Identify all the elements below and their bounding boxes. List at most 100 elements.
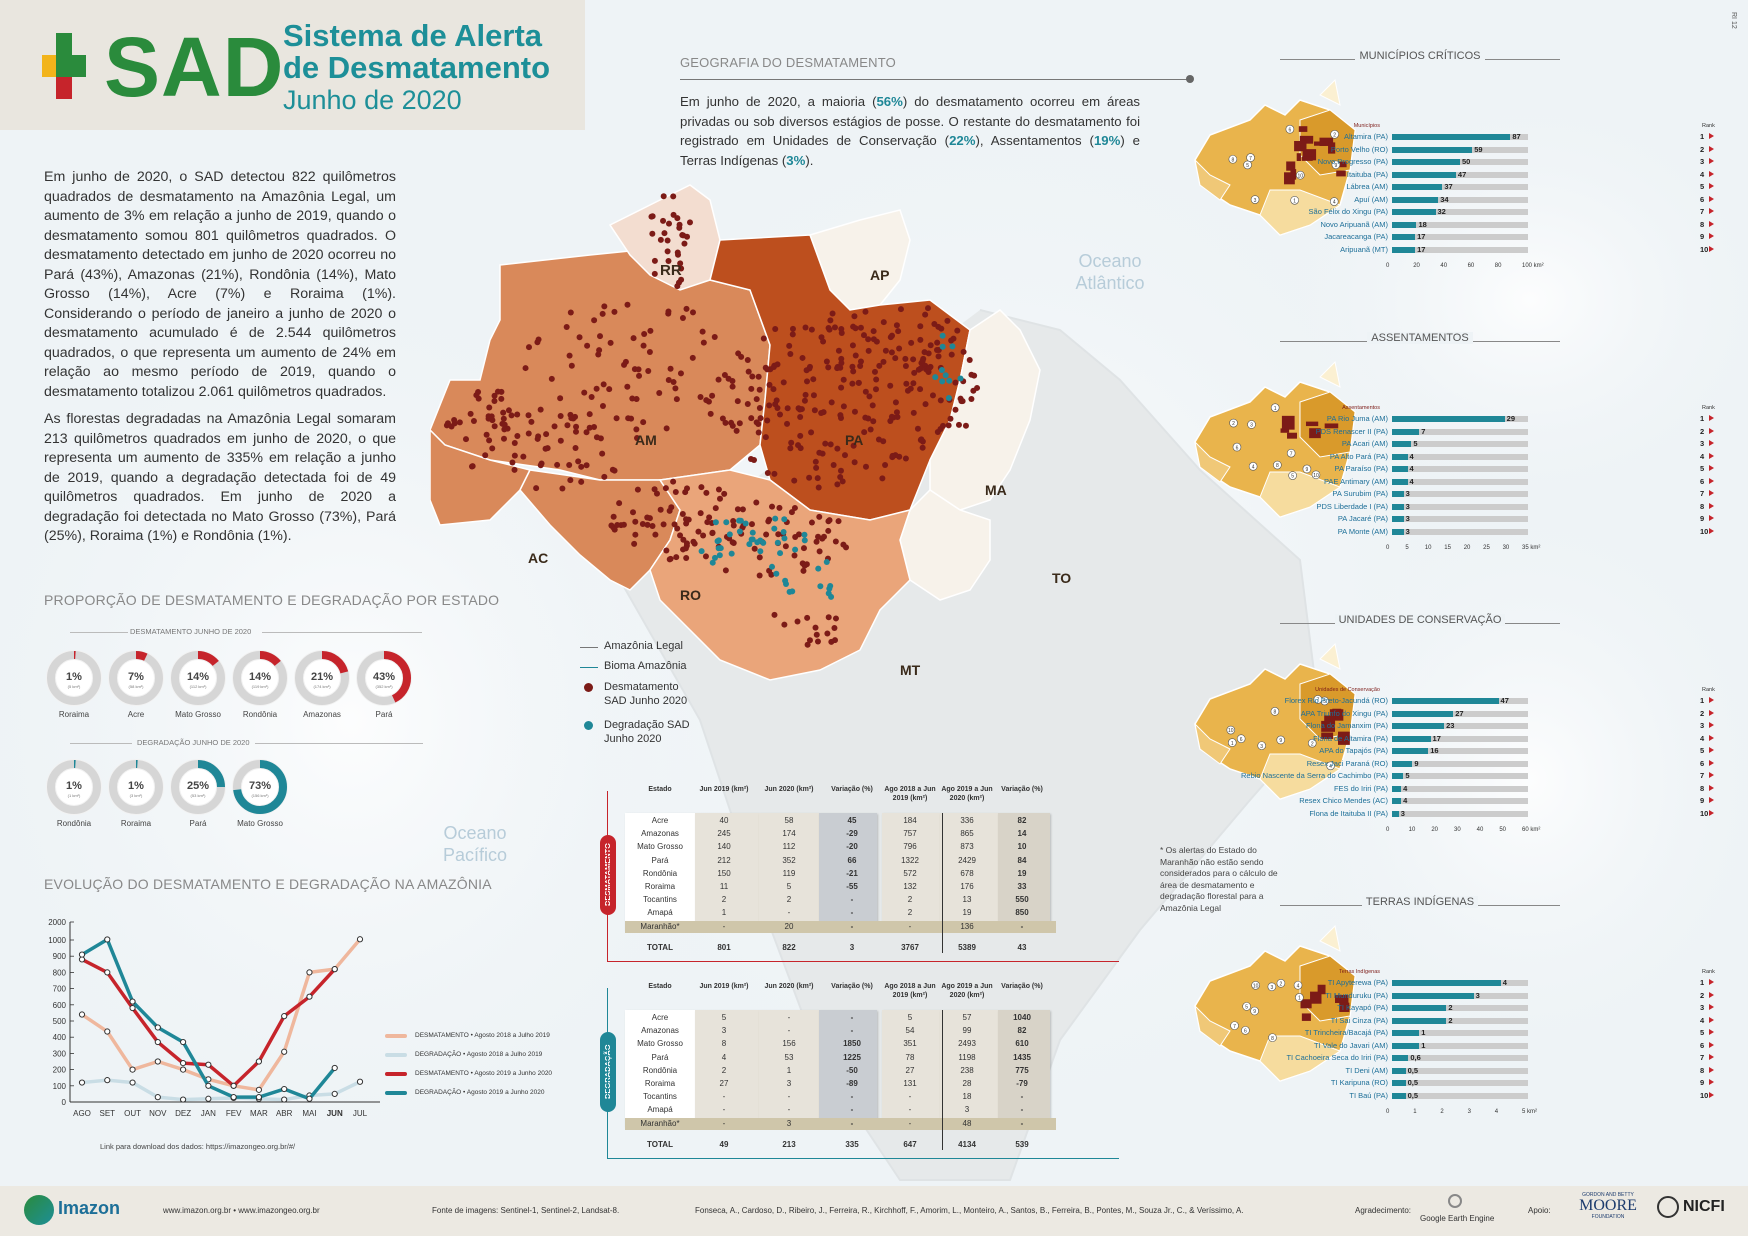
critical-area bbox=[1328, 142, 1336, 154]
deforestation-dot bbox=[651, 486, 658, 493]
deforestation-dot bbox=[730, 540, 737, 547]
deforestation-dot bbox=[678, 265, 685, 272]
ranking-axis-tick: 35 km² bbox=[1522, 545, 1541, 551]
deforestation-dot bbox=[871, 368, 878, 375]
footer-sites[interactable]: www.imazon.org.br • www.imazongeo.org.br bbox=[163, 1206, 320, 1215]
ranking-bar bbox=[1392, 980, 1501, 986]
ranking-bar-value: 17 bbox=[1432, 733, 1441, 743]
legend-entry: DESMATAMENTO • Agosto 2019 a Junho 2020 bbox=[385, 1070, 585, 1089]
deforestation-dot bbox=[768, 571, 775, 578]
deforestation-dot bbox=[662, 485, 669, 492]
table-cell: 245 bbox=[717, 829, 731, 839]
logo-icon bbox=[42, 33, 86, 99]
table-total-cell: 43 bbox=[1017, 943, 1027, 952]
state-label-ap: AP bbox=[870, 267, 889, 283]
deforestation-dot bbox=[837, 412, 844, 419]
x-tick-label: SET bbox=[99, 1109, 115, 1118]
deforestation-dot bbox=[865, 347, 872, 354]
ranking-bar-value: 3 bbox=[1400, 808, 1405, 818]
table-cell: 238 bbox=[960, 1065, 974, 1075]
deforestation-dot bbox=[636, 372, 643, 379]
deforestation-dot bbox=[937, 397, 944, 404]
donut-arc bbox=[233, 760, 287, 814]
donut-ring: 73%(156 km²) bbox=[232, 759, 288, 815]
state-label-ro: RO bbox=[680, 587, 701, 603]
deforestation-dot bbox=[910, 409, 917, 416]
deforestation-dot bbox=[491, 423, 498, 430]
deforestation-dot bbox=[933, 347, 940, 354]
deforestation-dot bbox=[938, 325, 945, 332]
deforestation-dot bbox=[781, 621, 788, 628]
critical-area bbox=[1335, 995, 1349, 1004]
state-label-pa: PA bbox=[845, 432, 863, 448]
data-point bbox=[255, 1086, 263, 1093]
legend-entry: DESMATAMENTO • Agosto 2018 a Julho 2019 bbox=[385, 1032, 585, 1051]
rank-marker-label: 5 bbox=[1291, 474, 1294, 480]
critical-area bbox=[1284, 172, 1295, 185]
ranking-bar-value: 32 bbox=[1437, 207, 1446, 216]
table-cell: 99 bbox=[962, 1026, 972, 1036]
deforestation-dot bbox=[706, 514, 713, 521]
deforestation-dot bbox=[660, 193, 667, 200]
ranking-title-wrap: UNIDADES DE CONSERVAÇÃO bbox=[1285, 614, 1555, 626]
ranking-bar bbox=[1392, 698, 1499, 704]
deforestation-dot bbox=[902, 355, 909, 362]
deforestation-dot bbox=[910, 380, 917, 387]
degradation-dot bbox=[769, 563, 776, 570]
y-tick-label: 600 bbox=[53, 1001, 67, 1010]
critical-area bbox=[1301, 1013, 1311, 1021]
degradation-dot bbox=[774, 539, 781, 546]
ranking-item-name: FES do Iriri (PA) bbox=[1333, 783, 1388, 793]
deforestation-dot bbox=[572, 445, 579, 452]
degradation-dot bbox=[717, 545, 724, 552]
ranking-item-name: PA Monte (AM) bbox=[1337, 526, 1388, 536]
divider-dot bbox=[1186, 75, 1194, 83]
rank-marker bbox=[1307, 738, 1317, 748]
deforestation-dot bbox=[927, 342, 934, 349]
degradation-dot bbox=[939, 343, 946, 350]
ranking-item-name: São Félix do Xingu (PA) bbox=[1308, 207, 1388, 216]
degradation-dot bbox=[781, 535, 788, 542]
deforestation-dot bbox=[699, 328, 706, 335]
ranking-axis-tick: 0 bbox=[1386, 827, 1390, 833]
critical-area bbox=[1302, 149, 1317, 161]
ranking-title-wrap: TERRAS INDÍGENAS bbox=[1285, 896, 1555, 908]
ranking-rank-number: 3 bbox=[1700, 721, 1705, 730]
donut-state-label: Acre bbox=[127, 710, 145, 719]
deforestation-dot bbox=[611, 467, 618, 474]
deforestation-dot bbox=[704, 519, 711, 526]
google-earth-engine-label: Google Earth Engine bbox=[1420, 1214, 1495, 1223]
ranking-rank-number: 10 bbox=[1700, 526, 1709, 536]
table-cell: 54 bbox=[905, 1026, 915, 1036]
data-point bbox=[154, 1024, 161, 1031]
deforestation-dot bbox=[753, 499, 760, 506]
degradation-dot bbox=[723, 519, 730, 526]
deforestation-dot bbox=[852, 352, 859, 359]
degradation-dot bbox=[771, 525, 778, 532]
table-cell: 150 bbox=[717, 868, 731, 878]
ranking-rank-header: Rank bbox=[1702, 687, 1715, 693]
ranking-block: TERRAS INDÍGENAS 1 2 3 4 5 6 7 8 9 10 Terras Indíge… bbox=[1190, 896, 1730, 1176]
moore-line2: MOORE bbox=[1579, 1197, 1637, 1214]
ranking-axis-tick: 5 km² bbox=[1522, 1109, 1537, 1115]
critical-area bbox=[1300, 999, 1312, 1009]
deforestation-dot bbox=[689, 309, 696, 316]
download-link[interactable]: Link para download dos dados: https://im… bbox=[100, 1142, 296, 1151]
data-point bbox=[306, 993, 313, 1000]
ranking-bar-track bbox=[1392, 798, 1528, 804]
table-column-bg bbox=[940, 1010, 998, 1127]
data-point bbox=[281, 1096, 288, 1103]
deforestation-dot bbox=[828, 399, 835, 406]
table-cell: - bbox=[850, 1092, 854, 1102]
deforestation-dot bbox=[929, 392, 936, 399]
ranking-item-name: Rebio Nascente da Serra do Cachimbo (PA) bbox=[1240, 771, 1388, 780]
deforestation-dot bbox=[918, 436, 925, 443]
ranking-bar-value: 2 bbox=[1448, 1003, 1453, 1012]
deforestation-dot bbox=[818, 410, 825, 417]
deforestation-dot bbox=[828, 638, 835, 645]
deforestation-dot bbox=[948, 351, 955, 358]
deforestation-dot bbox=[947, 415, 954, 422]
table-cell: 11 bbox=[719, 882, 729, 891]
table-cell: - bbox=[1020, 921, 1024, 931]
deforestation-dot bbox=[825, 527, 832, 534]
